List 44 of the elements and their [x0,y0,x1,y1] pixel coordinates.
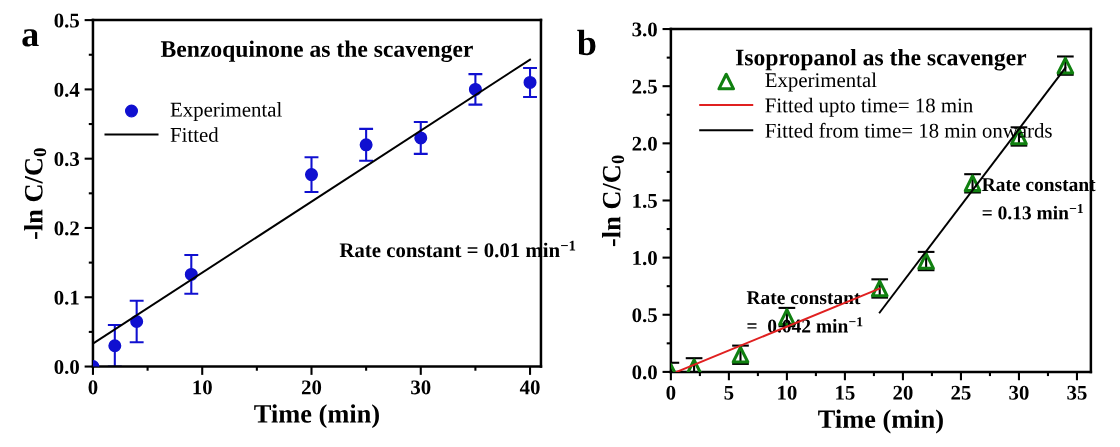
point [359,138,373,152]
y-tick-label: 3.0 [632,22,657,37]
y-tick-label: 0.2 [54,221,79,236]
text: Isopropanol as the scavenger [735,48,1027,71]
x-axis-title: Time (min) [818,409,943,434]
x-tick-label: 30 [1009,385,1029,400]
point [304,168,319,182]
y-tick-label: 1.0 [633,251,657,266]
y-tick-label: 0.0 [54,359,79,375]
point [108,339,122,353]
x-tick-label: 10 [778,385,797,400]
x-tick-label: 20 [893,385,913,400]
y-tick-label: 0.5 [632,308,657,323]
text: a [22,29,39,47]
y-tick-label: 2.0 [632,136,657,151]
y-tick-label: 2.5 [632,79,657,94]
point [414,131,428,145]
x-tick-label: 5 [724,385,734,400]
x-tick-label: 35 [1067,385,1087,400]
x-tick-label: 0 [88,380,98,395]
legend-label: Fitted upto time= 18 min [765,97,973,117]
y-tick-label: 0.5 [54,13,79,28]
x-tick-label: 20 [301,380,322,395]
x-tick-label: 15 [836,385,855,400]
y-tick-label: 1.5 [633,193,657,208]
x-tick-label: 40 [519,380,540,395]
text: Benzoquinone as the scavenger [160,40,473,63]
x-axis-title: Time (min) [254,404,379,429]
point [130,314,144,329]
point [523,75,537,89]
y-tick-label: 0.0 [632,365,657,380]
legend-label: Fitted [170,127,219,142]
legend-label: Experimental [765,72,877,92]
legend-label: Experimental [170,102,282,121]
y-axis-title: -ln C/C$_{0}$ [24,148,47,239]
y-tick-label: 0.3 [54,152,80,167]
y-axis-title: -ln C/C$_{0}$ [602,155,625,247]
x-tick-label: 0 [666,385,676,400]
y-tick-label: 0.4 [54,82,80,97]
text: b [577,29,596,56]
x-tick-label: 25 [951,385,971,400]
x-tick-label: 10 [193,380,212,395]
x-tick-label: 30 [411,380,431,395]
y-tick-label: 0.1 [54,290,79,305]
